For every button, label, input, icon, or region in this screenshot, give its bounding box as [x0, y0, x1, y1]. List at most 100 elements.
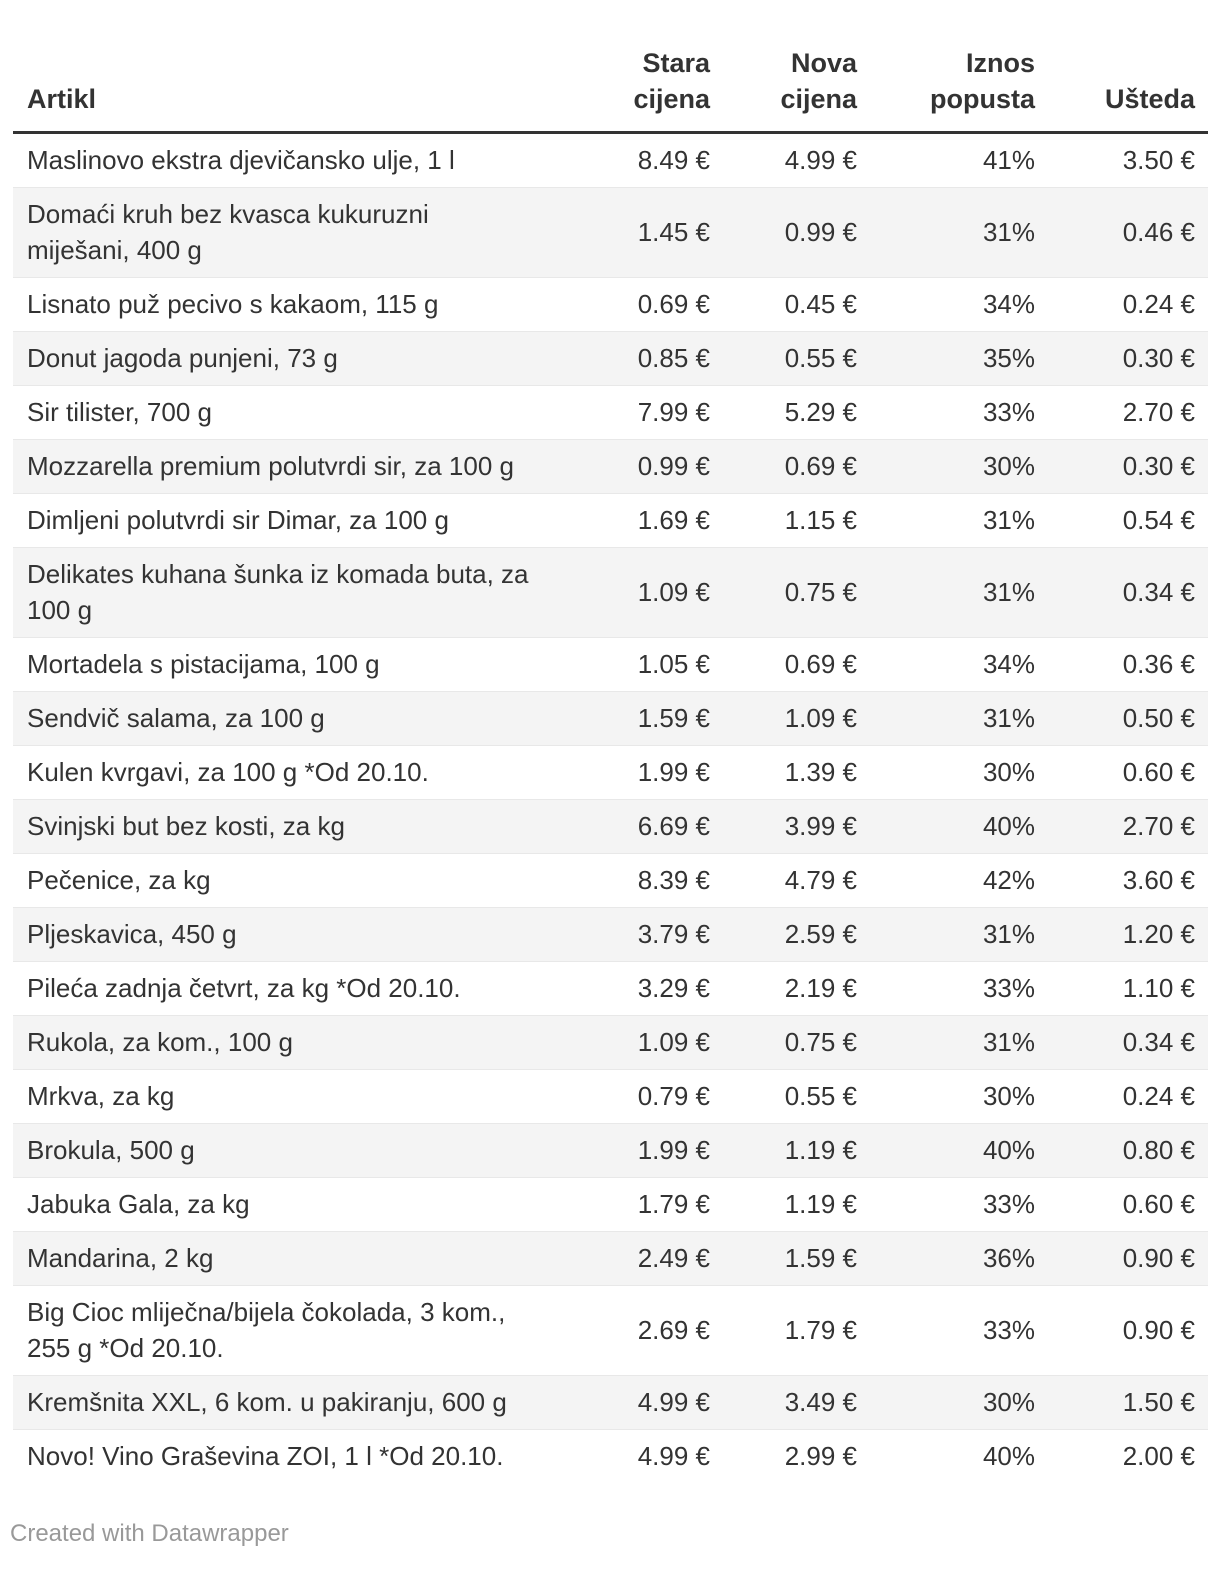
cell-iznos-popusta: 33% — [857, 961, 1035, 1016]
cell-nova-cijena: 4.79 € — [710, 853, 857, 908]
cell-nova-cijena: 0.55 € — [710, 1069, 857, 1124]
cell-stara-cijena: 2.49 € — [560, 1231, 710, 1286]
cell-iznos-popusta: 30% — [857, 1069, 1035, 1124]
cell-artikl: Mortadela s pistacijama, 100 g — [13, 637, 560, 692]
cell-artikl: Mandarina, 2 kg — [13, 1231, 560, 1286]
table-row: Kremšnita XXL, 6 kom. u pakiranju, 600 g… — [13, 1375, 1208, 1430]
table-body: Maslinovo ekstra djevičansko ulje, 1 l 8… — [13, 133, 1208, 1483]
table-row: Sir tilister, 700 g 7.99 € 5.29 € 33% 2.… — [13, 385, 1208, 440]
cell-nova-cijena: 1.19 € — [710, 1177, 857, 1232]
cell-stara-cijena: 1.99 € — [560, 745, 710, 800]
cell-stara-cijena: 1.09 € — [560, 547, 710, 638]
cell-artikl: Sendvič salama, za 100 g — [13, 691, 560, 746]
cell-nova-cijena: 4.99 € — [784, 145, 857, 175]
cell-stara-cijena: 1.99 € — [560, 1123, 710, 1178]
cell-stara-cijena: 3.29 € — [560, 961, 710, 1016]
cell-usteda: 2.00 € — [1035, 1429, 1208, 1483]
cell-artikl: Rukola, za kom., 100 g — [13, 1015, 560, 1070]
cell-iznos-popusta: 31% — [857, 907, 1035, 962]
cell-artikl: Kulen kvrgavi, za 100 g *Od 20.10. — [13, 745, 560, 800]
cell-stara-cijena: 3.79 € — [560, 907, 710, 962]
cell-stara-cijena: 6.69 € — [560, 799, 710, 854]
cell-usteda: 1.50 € — [1035, 1375, 1208, 1430]
cell-iznos-popusta: 35% — [857, 331, 1035, 386]
cell-iznos-popusta: 31% — [857, 187, 1035, 278]
cell-iznos-popusta: 31% — [857, 1015, 1035, 1070]
cell-iznos-popusta: 33% — [857, 1177, 1035, 1232]
cell-iznos-popusta: 31% — [857, 547, 1035, 638]
table-row: Brokula, 500 g 1.99 € 1.19 € 40% 0.80 € — [13, 1123, 1208, 1178]
cell-usteda: 2.70 € — [1035, 385, 1208, 440]
cell-usteda: 0.54 € — [1035, 493, 1208, 548]
datawrapper-credit-link[interactable]: Created with Datawrapper — [10, 1520, 289, 1547]
cell-usteda: 0.30 € — [1035, 439, 1208, 494]
cell-artikl: Big Cioc mliječna/bijela čokolada, 3 kom… — [13, 1285, 560, 1376]
cell-artikl: Dimljeni polutvrdi sir Dimar, za 100 g — [13, 493, 560, 548]
table-row: Donut jagoda punjeni, 73 g 0.85 € 0.55 €… — [13, 331, 1208, 386]
cell-nova-cijena: 2.99 € — [710, 1429, 857, 1483]
cell-iznos-popusta: 40% — [857, 799, 1035, 854]
cell-nova-cijena: 5.29 € — [710, 385, 857, 440]
cell-usteda: 0.34 € — [1035, 1015, 1208, 1070]
table-row: Maslinovo ekstra djevičansko ulje, 1 l 8… — [13, 133, 1208, 188]
table-row: Lisnato puž pecivo s kakaom, 115 g 0.69 … — [13, 277, 1208, 332]
table-row: Big Cioc mliječna/bijela čokolada, 3 kom… — [13, 1285, 1208, 1376]
cell-stara-cijena: 4.99 € — [560, 1429, 710, 1483]
cell-stara-cijena: 1.79 € — [560, 1177, 710, 1232]
cell-stara-cijena: 0.99 € — [560, 439, 710, 494]
cell-iznos-popusta: 34% — [857, 637, 1035, 692]
table-row: Domaći kruh bez kvasca kukuruzni miješan… — [13, 187, 1208, 278]
cell-iznos-popusta: 30% — [857, 1375, 1035, 1430]
cell-nova-cijena: 1.19 € — [710, 1123, 857, 1178]
cell-usteda: 0.60 € — [1035, 1177, 1208, 1232]
cell-nova-cijena: 1.39 € — [710, 745, 857, 800]
cell-usteda: 0.36 € — [1035, 637, 1208, 692]
cell-usteda: 0.46 € — [1035, 187, 1208, 278]
cell-artikl: Novo! Vino Graševina ZOI, 1 l *Od 20.10. — [13, 1429, 560, 1483]
header-row: Artikl Stara cijena Nova cijena Iznos po… — [13, 0, 1208, 134]
table-row: Delikates kuhana šunka iz komada buta, z… — [13, 547, 1208, 638]
table-row: Dimljeni polutvrdi sir Dimar, za 100 g 1… — [13, 493, 1208, 548]
cell-artikl: Delikates kuhana šunka iz komada buta, z… — [13, 547, 560, 638]
cell-iznos-popusta: 41% — [982, 145, 1035, 175]
cell-stara-cijena: 2.69 € — [560, 1285, 710, 1376]
cell-nova-cijena: 0.99 € — [710, 187, 857, 278]
cell-iznos-popusta: 40% — [857, 1123, 1035, 1178]
cell-iznos-popusta: 30% — [857, 745, 1035, 800]
cell-nova-cijena: 2.59 € — [710, 907, 857, 962]
column-header-stara-cijena: Stara cijena — [560, 0, 710, 134]
cell-iznos-popusta: 31% — [857, 691, 1035, 746]
cell-stara-cijena: 1.45 € — [560, 187, 710, 278]
cell-nova-cijena: 0.75 € — [710, 1015, 857, 1070]
cell-artikl: Jabuka Gala, za kg — [13, 1177, 560, 1232]
cell-nova-cijena: 1.79 € — [710, 1285, 857, 1376]
table-row: Mrkva, za kg 0.79 € 0.55 € 30% 0.24 € — [13, 1069, 1208, 1124]
cell-artikl: Lisnato puž pecivo s kakaom, 115 g — [13, 277, 560, 332]
cell-stara-cijena: 7.99 € — [560, 385, 710, 440]
cell-stara-cijena: 1.09 € — [560, 1015, 710, 1070]
cell-usteda: 3.50 € — [1122, 145, 1195, 175]
cell-iznos-popusta: 42% — [857, 853, 1035, 908]
cell-stara-cijena: 1.05 € — [560, 637, 710, 692]
table-row: Svinjski but bez kosti, za kg 6.69 € 3.9… — [13, 799, 1208, 854]
table-row: Kulen kvrgavi, za 100 g *Od 20.10. 1.99 … — [13, 745, 1208, 800]
table-row: Mandarina, 2 kg 2.49 € 1.59 € 36% 0.90 € — [13, 1231, 1208, 1286]
cell-stara-cijena: 8.39 € — [560, 853, 710, 908]
cell-iznos-popusta: 31% — [857, 493, 1035, 548]
cell-usteda: 1.20 € — [1035, 907, 1208, 962]
cell-nova-cijena: 3.49 € — [710, 1375, 857, 1430]
table-header: Artikl Stara cijena Nova cijena Iznos po… — [13, 0, 1208, 134]
table-row: Sendvič salama, za 100 g 1.59 € 1.09 € 3… — [13, 691, 1208, 746]
table-row: Jabuka Gala, za kg 1.79 € 1.19 € 33% 0.6… — [13, 1177, 1208, 1232]
cell-usteda: 0.60 € — [1035, 745, 1208, 800]
cell-artikl: Pečenice, za kg — [13, 853, 560, 908]
cell-nova-cijena: 2.19 € — [710, 961, 857, 1016]
cell-artikl: Kremšnita XXL, 6 kom. u pakiranju, 600 g — [13, 1375, 560, 1430]
cell-artikl: Pileća zadnja četvrt, za kg *Od 20.10. — [13, 961, 560, 1016]
column-header-artikl: Artikl — [13, 0, 560, 134]
cell-usteda: 0.50 € — [1035, 691, 1208, 746]
cell-nova-cijena: 3.99 € — [710, 799, 857, 854]
cell-stara-cijena: 1.59 € — [560, 691, 710, 746]
cell-iznos-popusta: 33% — [857, 385, 1035, 440]
cell-nova-cijena: 1.59 € — [710, 1231, 857, 1286]
